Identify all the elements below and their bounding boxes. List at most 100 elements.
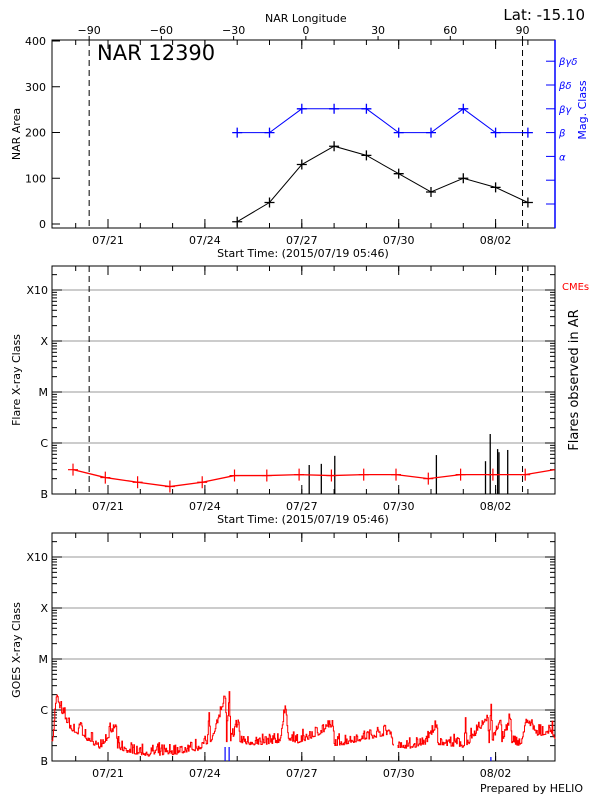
prepared-by: Prepared by HELIO: [480, 782, 583, 795]
area-point: [361, 150, 372, 161]
area-point: [458, 173, 469, 184]
area-point: [296, 159, 307, 170]
y-tick-label: 200: [25, 127, 46, 140]
y2-axis-label: Mag. Class: [576, 80, 589, 139]
mag-class-point: [361, 103, 372, 114]
goes-flux-line: [51, 691, 394, 757]
mag-level-label: βγδ: [558, 57, 577, 68]
mag-level-label: β: [558, 129, 566, 140]
area-point: [232, 216, 243, 227]
mag-class-point: [232, 127, 243, 138]
mag-class-point: [329, 103, 340, 114]
area-point: [522, 197, 533, 208]
flare-fit-point: [391, 468, 402, 481]
lon-tick-label: 90: [516, 24, 530, 37]
flare-fit-point: [261, 469, 272, 482]
y-level-label: M: [39, 386, 49, 399]
x-tick-label: 07/24: [189, 767, 221, 780]
y-tick-label: 300: [25, 81, 46, 94]
y-axis-label: NAR Area: [10, 108, 23, 160]
mag-class-point: [296, 103, 307, 114]
x-tick-label: 07/27: [286, 500, 318, 513]
lat-label: Lat: -15.10: [503, 6, 585, 24]
flare-fit-point: [455, 468, 466, 481]
area-point: [329, 141, 340, 152]
flare-fit-point: [423, 472, 434, 485]
flare-fit-point: [229, 469, 240, 482]
lon-tick-label: 0: [302, 24, 309, 37]
plot-frame: [51, 532, 556, 762]
x-tick-label: 08/02: [480, 234, 512, 247]
flare-fit-point: [358, 468, 369, 481]
goes-flux-line: [397, 703, 556, 749]
y-level-label: C: [40, 437, 48, 450]
flare-fit-point: [487, 468, 498, 481]
mag-class-point: [522, 127, 533, 138]
flare-fit-point: [326, 469, 337, 482]
y-level-label: M: [39, 653, 49, 666]
nar-area-panel: 07/21 07/24 07/27 07/30 08/02 Start Time: (20…: [10, 12, 589, 260]
area-point: [426, 186, 436, 197]
y-level-label: X: [40, 602, 48, 615]
lon-tick-label: 60: [443, 24, 457, 37]
y-level-label: B: [40, 755, 48, 768]
y-level-label: C: [40, 704, 48, 717]
y-tick-label: 400: [25, 35, 46, 48]
flare-fit-point: [132, 476, 143, 489]
lon-tick-label: −30: [222, 24, 245, 37]
lon-tick-label: −90: [78, 24, 101, 37]
y-axis-label: GOES X-ray Class: [10, 602, 23, 698]
flare-fit-point: [68, 463, 79, 476]
y-tick-label: 0: [39, 218, 46, 231]
mag-class-point: [490, 127, 501, 138]
area-point: [264, 197, 275, 208]
flare-fit-point: [164, 480, 175, 493]
y-level-label: X10: [26, 284, 48, 297]
flare-fit-line: [72, 469, 555, 488]
legend-cmes: CMEs: [562, 282, 589, 293]
x-tick-label: 07/21: [92, 234, 124, 247]
plot-frame: [51, 265, 556, 495]
mag-level-label: βγ: [558, 105, 572, 116]
flare-class-panel: B C M X X10 07/21 07/24 07/27 07/30 08/02 Start Ti…: [10, 265, 589, 526]
lon-tick-label: 30: [371, 24, 385, 37]
y-level-label: B: [40, 488, 48, 501]
mag-class-point: [393, 127, 404, 138]
area-line: [236, 145, 529, 223]
mag-class-point: [264, 127, 275, 138]
x-axis-label: Start Time: (2015/07/19 05:46): [217, 247, 389, 260]
area-point: [490, 182, 501, 193]
x-tick-label: 07/30: [383, 234, 415, 247]
x-tick-label: 07/27: [286, 234, 318, 247]
y-tick-label: 100: [25, 172, 46, 185]
x-tick-label: 08/02: [480, 767, 512, 780]
flare-fit-point: [520, 468, 531, 481]
mag-class-line: [237, 108, 528, 134]
area-point: [393, 168, 404, 179]
y2-axis-label: Flares observed in AR: [567, 309, 582, 450]
mag-class-point: [426, 127, 436, 138]
flare-fit-point: [100, 471, 111, 484]
mag-level-label: βδ: [558, 81, 572, 92]
y-level-label: X: [40, 335, 48, 348]
x-tick-label: 07/30: [383, 500, 415, 513]
y-axis-label: Flare X-ray Class: [10, 334, 23, 426]
mag-class-point: [458, 103, 469, 114]
x-tick-label: 07/27: [286, 767, 318, 780]
x-tick-label: 07/21: [92, 767, 124, 780]
x2-axis-label: NAR Longitude: [265, 12, 347, 25]
chart-title: NAR 12390: [97, 41, 215, 65]
flare-fit-point: [294, 468, 305, 481]
y-level-label: X10: [26, 551, 48, 564]
x-tick-label: 07/24: [189, 500, 221, 513]
x-tick-label: 07/30: [383, 767, 415, 780]
lon-tick-label: −60: [150, 24, 173, 37]
x-axis-label: Start Time: (2015/07/19 05:46): [217, 513, 389, 526]
x-tick-label: 07/24: [189, 234, 221, 247]
x-tick-label: 08/02: [480, 500, 512, 513]
goes-xray-panel: B C M X X10 07/21 07/24 07/27 07/30 08/02 GOES X-r…: [10, 532, 556, 780]
x-tick-label: 07/21: [92, 500, 124, 513]
mag-level-label: α: [559, 152, 566, 163]
flare-fit-point: [197, 476, 208, 489]
